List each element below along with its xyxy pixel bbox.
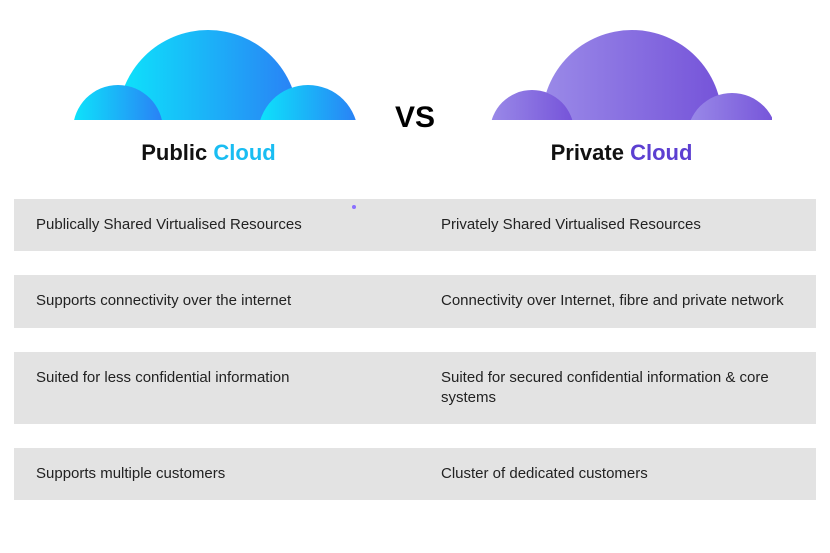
public-cloud-icon (58, 20, 358, 130)
private-title-accent: Cloud (630, 140, 692, 165)
row-2-right: Suited for secured confidential informat… (411, 352, 816, 425)
table-row: Publically Shared Virtualised Resources … (14, 199, 816, 251)
public-title-accent: Cloud (213, 140, 275, 165)
row-1-right: Connectivity over Internet, fibre and pr… (411, 275, 816, 327)
private-title-main: Private (551, 140, 624, 165)
table-row: Supports connectivity over the internet … (14, 275, 816, 327)
table-row: Suited for less confidential information… (14, 352, 816, 425)
comparison-rows: Publically Shared Virtualised Resources … (0, 199, 830, 500)
row-1-left: Supports connectivity over the internet (14, 275, 411, 327)
private-cloud-icon (472, 20, 772, 130)
public-title-main: Public (141, 140, 207, 165)
table-row: Supports multiple customers Cluster of d… (14, 448, 816, 500)
decorative-dot (352, 205, 356, 209)
row-3-left: Supports multiple customers (14, 448, 411, 500)
right-column-header: Private Cloud (443, 20, 800, 166)
comparison-header: Public Cloud VS Private Cloud (0, 0, 830, 181)
left-column-header: Public Cloud (30, 20, 387, 166)
public-cloud-title: Public Cloud (141, 140, 275, 166)
row-0-right: Privately Shared Virtualised Resources (411, 199, 816, 251)
vs-label: VS (387, 101, 443, 135)
row-3-right: Cluster of dedicated customers (411, 448, 816, 500)
private-cloud-title: Private Cloud (551, 140, 693, 166)
row-2-left: Suited for less confidential information (14, 352, 411, 425)
